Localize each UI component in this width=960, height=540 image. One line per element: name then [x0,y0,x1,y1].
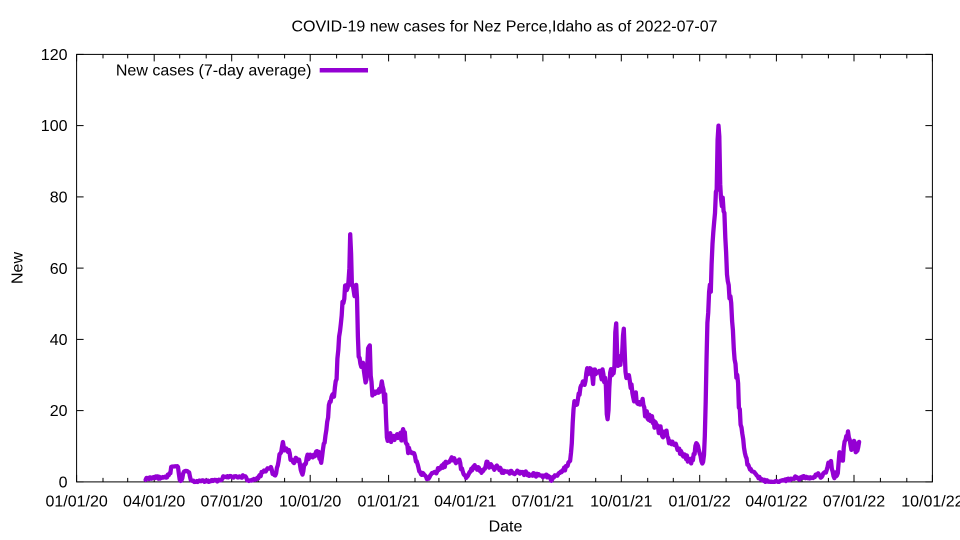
svg-text:0: 0 [59,475,68,492]
svg-text:01/01/20: 01/01/20 [45,494,107,511]
svg-text:New cases (7-day average): New cases (7-day average) [116,63,312,80]
svg-text:New: New [10,252,27,284]
svg-text:20: 20 [50,403,68,420]
svg-text:07/01/22: 07/01/22 [823,494,885,511]
svg-text:07/01/20: 07/01/20 [201,494,263,511]
svg-text:40: 40 [50,332,68,349]
svg-text:10/01/20: 10/01/20 [279,494,341,511]
svg-text:04/01/22: 04/01/22 [745,494,807,511]
svg-text:04/01/20: 04/01/20 [123,494,185,511]
svg-text:COVID-19 new cases for Nez Per: COVID-19 new cases for Nez Perce,Idaho a… [292,19,718,36]
svg-text:01/01/22: 01/01/22 [669,494,731,511]
svg-text:01/01/21: 01/01/21 [357,494,419,511]
svg-text:07/01/21: 07/01/21 [512,494,574,511]
svg-text:80: 80 [50,190,68,207]
svg-text:Date: Date [489,518,523,535]
svg-text:10/01/21: 10/01/21 [590,494,652,511]
svg-text:60: 60 [50,261,68,278]
svg-text:04/01/21: 04/01/21 [434,494,496,511]
svg-text:100: 100 [41,118,68,135]
svg-text:10/01/22: 10/01/22 [901,494,960,511]
svg-text:120: 120 [41,47,68,64]
